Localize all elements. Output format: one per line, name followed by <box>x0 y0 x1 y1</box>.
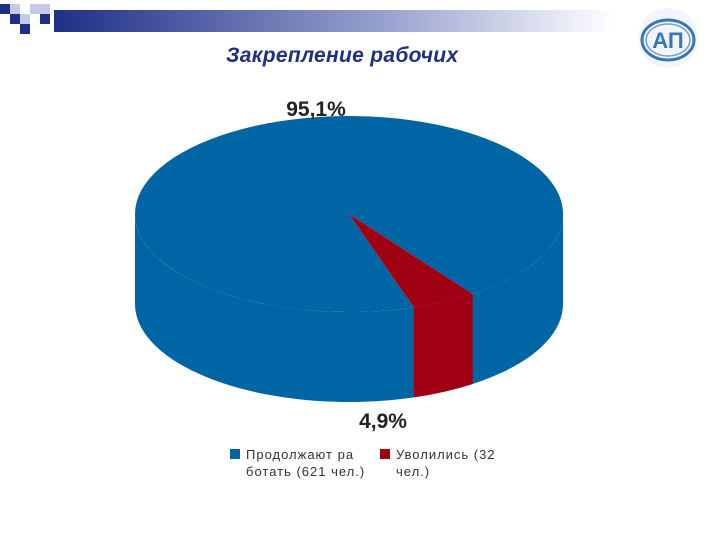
pie-slice-2-wall <box>413 294 473 398</box>
chart-legend: Продолжают ра ботать (621 чел.) Уволились… <box>230 446 530 486</box>
header-decoration <box>0 4 614 34</box>
slice-label-2: 4,9% <box>359 410 407 433</box>
legend-label: Уволились (32 чел.) <box>396 447 496 479</box>
company-logo-icon: АП <box>638 8 698 68</box>
legend-label: Продолжают ра ботать (621 чел.) <box>246 447 366 479</box>
legend-swatch <box>380 449 390 459</box>
legend-swatch <box>230 449 240 459</box>
logo-text: АП <box>652 28 683 53</box>
slice-label-1: 95,1% <box>286 98 346 121</box>
pie-chart: 95,1% 4,9% <box>135 98 563 433</box>
pie-slice-1 <box>135 115 563 312</box>
slide-title: Закрепление рабочих <box>226 44 459 67</box>
pie-slice-2 <box>349 214 473 308</box>
